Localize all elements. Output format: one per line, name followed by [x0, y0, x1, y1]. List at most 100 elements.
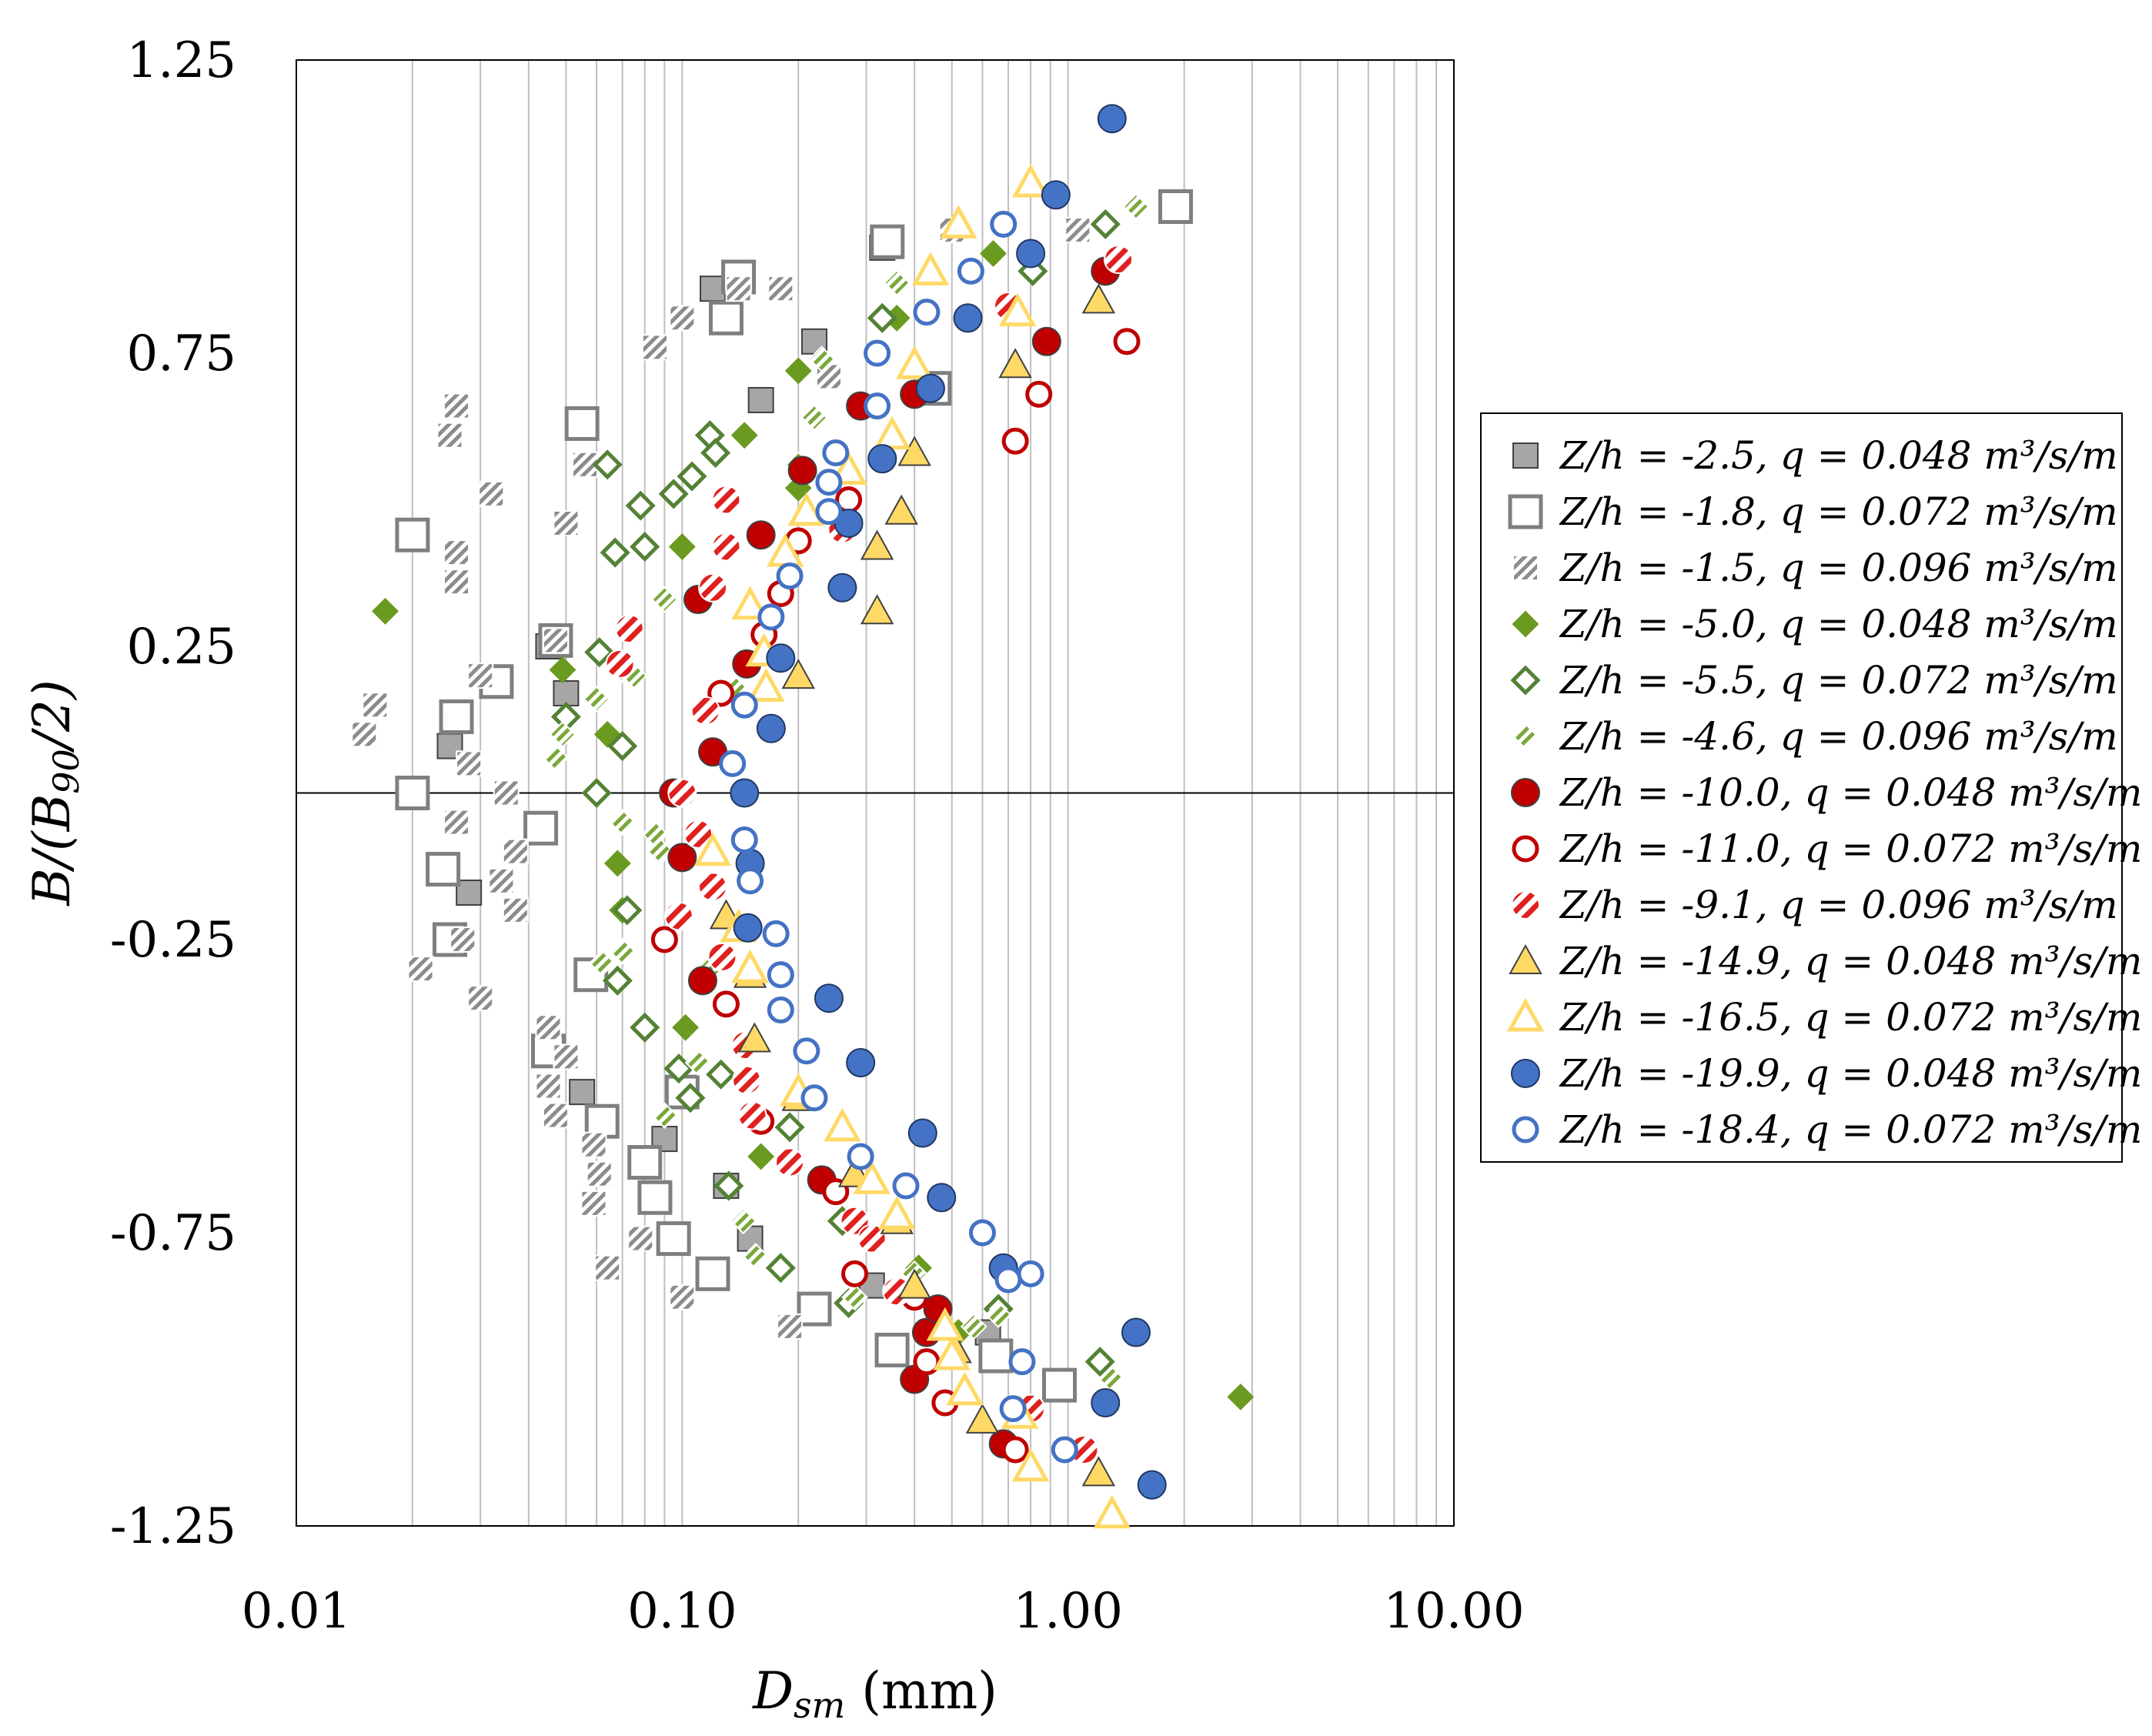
legend-label: Z/h = -18.4, q = 0.072 m³/s/m [1559, 1107, 2142, 1152]
data-point [747, 386, 774, 413]
data-point [1011, 1447, 1050, 1482]
data-point [580, 1131, 607, 1158]
legend-label: Z/h = -4.6, q = 0.096 m³/s/m [1559, 714, 2118, 759]
data-point [675, 1083, 706, 1113]
data-point [895, 346, 934, 379]
data-point [650, 586, 678, 613]
legend-label: Z/h = -1.8, q = 0.072 m³/s/m [1559, 489, 2118, 534]
y-axis-title: B/(B90/2) [22, 679, 87, 906]
legend-item: Z/h = -10.0, q = 0.048 m³/s/m [1511, 770, 2142, 815]
data-point [1122, 193, 1150, 220]
data-point [549, 720, 576, 748]
data-point [535, 1073, 562, 1100]
data-point [775, 1147, 805, 1177]
series-7 [659, 256, 1121, 1459]
legend-marker [1509, 943, 1542, 974]
x-tick-label: 0.01 [242, 1583, 352, 1640]
data-point [960, 1313, 987, 1340]
series-13 [719, 210, 1078, 1464]
legend-marker [1511, 1059, 1540, 1088]
data-point [609, 809, 637, 836]
legend-label: Z/h = -9.1, q = 0.096 m³/s/m [1559, 883, 2118, 927]
data-point [746, 520, 776, 550]
data-point [580, 1190, 607, 1217]
data-point [1081, 1456, 1116, 1487]
data-point [1121, 1317, 1151, 1347]
data-point [1158, 189, 1193, 224]
data-point [672, 1013, 700, 1041]
data-point [443, 569, 470, 596]
data-point [1041, 1367, 1077, 1403]
data-point [719, 749, 747, 777]
data-point [707, 942, 737, 972]
legend-box [1480, 412, 2123, 1163]
data-point [493, 780, 520, 806]
data-point [730, 422, 758, 449]
data-point [737, 1100, 767, 1130]
legend-label: Z/h = -5.0, q = 0.048 m³/s/m [1559, 602, 2118, 646]
legend-marker [1512, 555, 1539, 581]
data-point [998, 292, 1037, 327]
data-point [873, 416, 911, 450]
data-point [846, 1048, 876, 1078]
data-point [860, 594, 894, 625]
y-tick-label: 1.25 [127, 32, 237, 89]
data-point [998, 348, 1032, 379]
data-point [708, 300, 744, 336]
data-point [864, 339, 891, 367]
x-axis-title-main: D [752, 1661, 794, 1721]
legend-item: Z/h = -1.5, q = 0.096 m³/s/m [1512, 546, 2118, 590]
data-point [808, 346, 836, 373]
data-point [581, 777, 612, 809]
data-point [443, 809, 470, 836]
data-point [707, 679, 735, 707]
data-point [395, 517, 430, 553]
data-point [535, 1014, 562, 1041]
data-point [713, 1170, 744, 1201]
data-point [756, 713, 786, 743]
data-point [584, 1103, 620, 1139]
data-point [668, 533, 696, 560]
data-point [1001, 1436, 1029, 1464]
data-point [765, 1253, 796, 1284]
legend-label: Z/h = -14.9, q = 0.048 m³/s/m [1559, 939, 2142, 983]
data-point [841, 1260, 869, 1287]
data-point [968, 1219, 996, 1247]
data-point [669, 305, 696, 332]
data-point [600, 537, 630, 568]
legend-marker [1512, 1116, 1539, 1143]
data-point [742, 1243, 770, 1270]
legend-marker [1511, 778, 1540, 807]
legend-label: Z/h = -5.5, q = 0.072 m³/s/m [1559, 658, 2118, 703]
data-point [953, 303, 983, 333]
data-point [502, 838, 529, 865]
y-tick-label: -1.25 [110, 1498, 236, 1555]
data-point [667, 843, 697, 873]
legend-item: Z/h = -19.9, q = 0.048 m³/s/m [1511, 1051, 2142, 1096]
data-point [592, 449, 623, 480]
data-point [757, 603, 785, 631]
data-point [625, 490, 656, 521]
data-point [990, 210, 1018, 238]
data-point [913, 299, 941, 326]
data-point [594, 1254, 621, 1281]
data-point [737, 867, 764, 895]
legend-marker [1512, 835, 1539, 863]
data-point [627, 1225, 654, 1252]
data-point [630, 531, 660, 562]
legend-label: Z/h = -16.5, q = 0.072 m³/s/m [1559, 995, 2142, 1040]
data-point [443, 539, 470, 566]
y-tick-label: 0.75 [127, 326, 237, 382]
data-point [857, 1224, 887, 1254]
y-tick-label: -0.75 [110, 1205, 236, 1262]
x-axis-title-unit: (mm) [845, 1661, 997, 1721]
data-point [827, 573, 857, 603]
data-point [1016, 239, 1046, 269]
data-point [395, 776, 430, 810]
legend-label: Z/h = -19.9, q = 0.048 m³/s/m [1559, 1051, 2142, 1096]
y-tick-label: 0.25 [127, 619, 237, 676]
legend-marker [1512, 610, 1539, 638]
data-point [612, 895, 643, 926]
data-point [693, 832, 732, 866]
